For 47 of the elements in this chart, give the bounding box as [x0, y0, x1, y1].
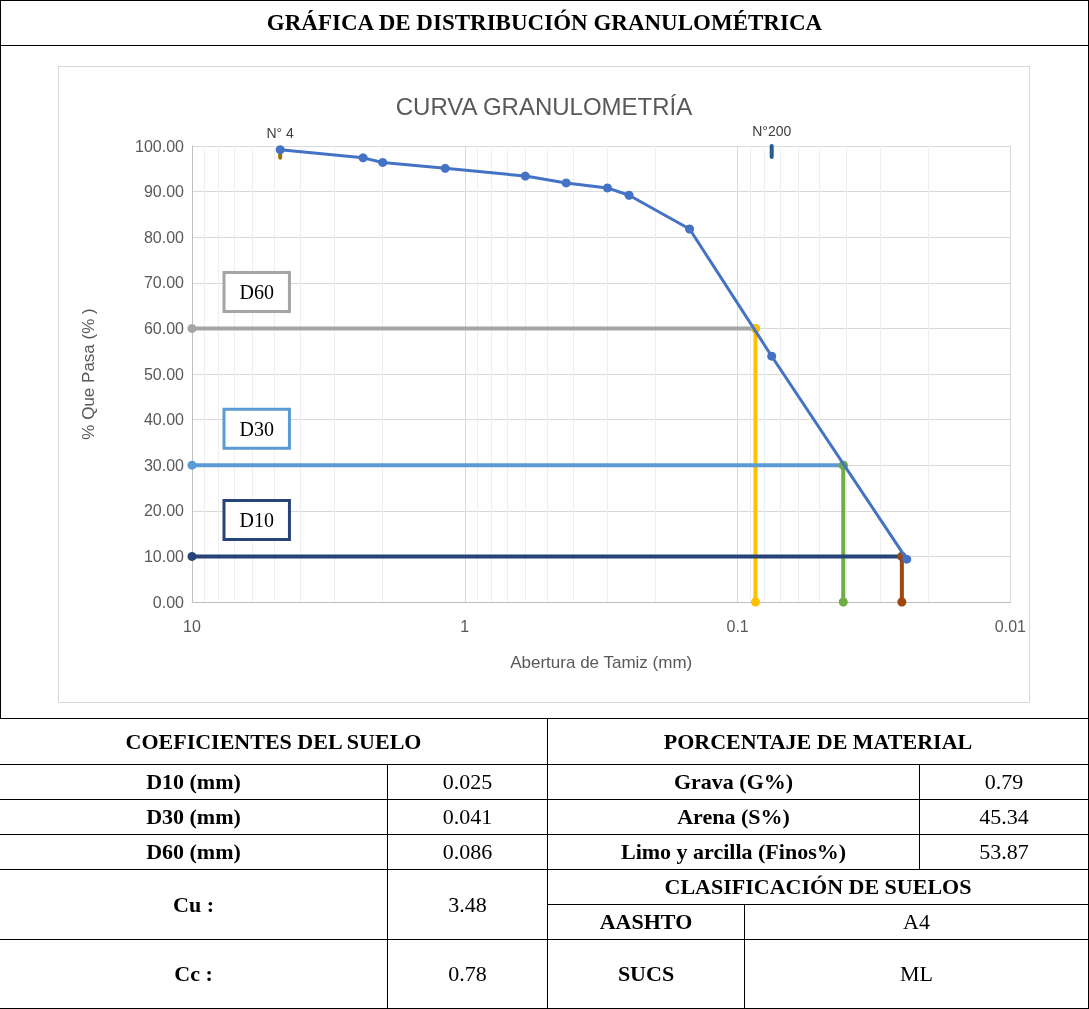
text: COEFICIENTES DEL SUELO [0, 718, 548, 765]
y-tick-label: 70.00 [143, 274, 185, 292]
text: 53.87 [919, 834, 1089, 870]
y-tick-label: 30.00 [143, 456, 185, 474]
text: 0.041 [387, 799, 548, 835]
text: Grava (G%) [547, 764, 920, 800]
y-tick-label: 20.00 [143, 502, 185, 520]
x-axis-title: Abertura de Tamiz (mm) [510, 653, 693, 672]
text: AASHTO [547, 904, 745, 940]
text: D30 (mm) [0, 799, 388, 835]
y-axis-title: % Que Pasa (% ) [79, 308, 98, 440]
series-label: D30 [239, 417, 274, 440]
text: Cc : [0, 939, 388, 1009]
series-label: D60 [239, 280, 274, 303]
series-label: D10 [239, 508, 274, 531]
text: CLASIFICACIÓN DE SUELOS [547, 869, 1089, 905]
text: Limo y arcilla (Finos%) [547, 834, 920, 870]
x-tick-label: 10 [183, 617, 201, 635]
y-tick-label: 40.00 [143, 411, 185, 429]
x-tick-label: 0.1 [726, 617, 749, 635]
text: 0.78 [387, 939, 548, 1009]
y-tick-label: 90.00 [143, 183, 185, 201]
text: PORCENTAJE DE MATERIAL [547, 718, 1089, 765]
series-label: N° 4 [266, 124, 295, 141]
text: A4 [744, 904, 1089, 940]
y-tick-label: 50.00 [143, 365, 185, 383]
text: Arena (S%) [547, 799, 920, 835]
text: 0.086 [387, 834, 548, 870]
y-tick-label: 60.00 [143, 319, 185, 337]
x-tick-label: 1 [460, 617, 470, 635]
y-tick-label: 80.00 [143, 228, 185, 246]
text: SUCS [547, 939, 745, 1009]
y-tick-label: 0.00 [152, 593, 185, 611]
text: 0.79 [919, 764, 1089, 800]
y-tick-label: 10.00 [143, 547, 185, 565]
chart-subtitle: CURVA GRANULOMETRÍA [395, 92, 693, 120]
text: 45.34 [919, 799, 1089, 835]
series-label: N°200 [752, 123, 792, 139]
x-tick-label: 0.01 [994, 617, 1027, 635]
text: D10 (mm) [0, 764, 388, 800]
text: 3.48 [387, 869, 548, 940]
y-tick-label: 100.00 [135, 137, 185, 155]
chart-title: GRÁFICA DE DISTRIBUCIÓN GRANULOMÉTRICA [0, 0, 1089, 46]
text: D60 (mm) [0, 834, 388, 870]
text: Cu : [0, 869, 388, 940]
text: 0.025 [387, 764, 548, 800]
text: ML [744, 939, 1089, 1009]
